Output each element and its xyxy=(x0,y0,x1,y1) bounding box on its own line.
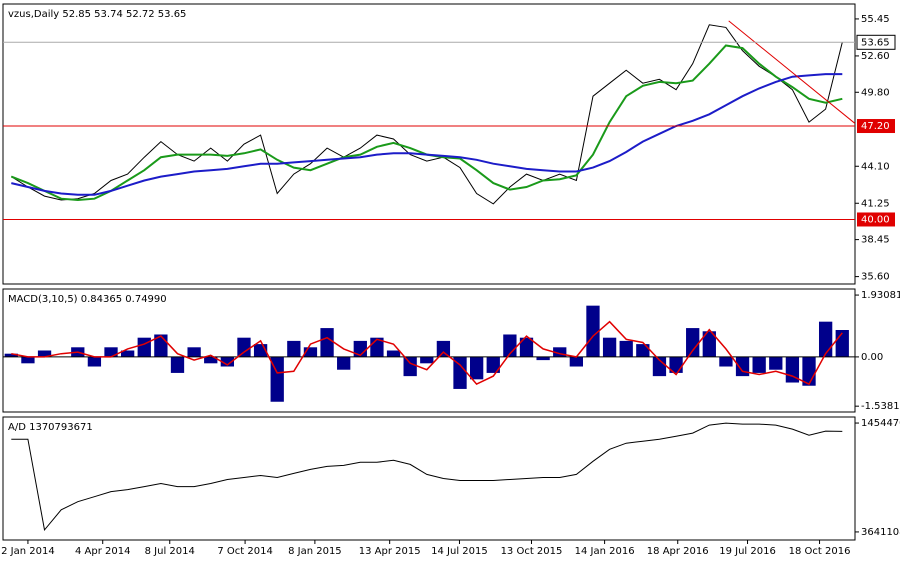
macd-bar xyxy=(403,356,417,377)
x-tick-label: 8 Jan 2015 xyxy=(288,546,342,557)
macd-bar xyxy=(337,356,351,370)
macd-bar xyxy=(686,328,700,357)
last-price-label: 53.65 xyxy=(861,37,890,48)
macd-bar xyxy=(486,356,500,373)
x-tick-label: 2 Jan 2014 xyxy=(1,546,55,557)
macd-bar xyxy=(503,334,517,357)
x-tick-label: 8 Jul 2014 xyxy=(145,546,195,557)
macd-bar xyxy=(602,337,617,357)
macd-bar xyxy=(4,353,18,357)
x-tick-label: 18 Apr 2016 xyxy=(647,546,709,557)
macd-bar xyxy=(769,356,783,370)
macd-bar xyxy=(21,356,35,364)
y-tick-label: 38.45 xyxy=(861,235,890,246)
macd-bar xyxy=(386,350,401,357)
macd-bar xyxy=(104,347,118,357)
macd-bar xyxy=(752,356,766,373)
macd-bar xyxy=(553,347,567,357)
level-label-box xyxy=(857,212,895,227)
level-label: 40.00 xyxy=(861,214,890,225)
macd-bar xyxy=(719,356,733,367)
panel-frame xyxy=(2,3,856,285)
last-price-box xyxy=(856,34,896,50)
signal-line xyxy=(11,320,843,386)
y-tick-label: 44.10 xyxy=(861,161,890,172)
macd-bar xyxy=(120,350,135,357)
x-tick-label: 14 Jan 2016 xyxy=(575,546,635,557)
panel-title: MACD(3,10,5) 0.84365 0.74990 xyxy=(8,294,167,305)
ma-line xyxy=(11,73,843,196)
trend-line xyxy=(728,20,856,124)
macd-bar xyxy=(536,356,550,361)
macd-bar xyxy=(287,340,301,357)
y-tick-label: 52.60 xyxy=(861,51,890,62)
level-label: 47.20 xyxy=(861,121,890,132)
y-tick-label: 0.00 xyxy=(861,352,883,363)
x-tick-label: 7 Oct 2014 xyxy=(217,546,272,557)
macd-bar xyxy=(187,347,201,357)
macd-bar xyxy=(469,356,484,380)
panel-title: vzus,Daily 52.85 53.74 52.72 53.65 xyxy=(8,9,186,20)
x-tick-label: 4 Apr 2014 xyxy=(75,546,130,557)
macd-bar xyxy=(569,356,584,367)
y-tick-label: 55.45 xyxy=(861,14,890,25)
x-tick-label: 18 Oct 2016 xyxy=(789,546,851,557)
level-label-box xyxy=(857,119,895,134)
macd-bar xyxy=(204,356,218,364)
y-tick-label: -1.53816 xyxy=(861,401,900,412)
x-tick-label: 14 Jul 2015 xyxy=(431,546,488,557)
macd-bar xyxy=(586,305,600,357)
y-tick-label: 49.80 xyxy=(861,87,890,98)
macd-bar xyxy=(652,356,667,377)
y-tick-label: 35.60 xyxy=(861,272,890,283)
panel-frame xyxy=(2,288,856,413)
x-tick-label: 13 Oct 2015 xyxy=(501,546,563,557)
y-tick-label: 1.93081 xyxy=(861,290,900,301)
price-line xyxy=(11,422,843,532)
macd-bar xyxy=(170,356,185,373)
macd-bar xyxy=(436,340,451,357)
panel-title: A/D 1370793671 xyxy=(8,422,93,433)
macd-bar xyxy=(137,337,151,357)
x-tick-label: 19 Jul 2016 xyxy=(719,546,776,557)
y-tick-label: 1454470 xyxy=(861,418,900,429)
y-tick-label: 41.25 xyxy=(861,198,890,209)
macd-bar xyxy=(735,356,750,377)
macd-bar xyxy=(87,356,102,367)
macd-bar xyxy=(320,328,334,357)
macd-bar xyxy=(237,337,251,357)
macd-bar xyxy=(303,347,318,357)
panel-frame xyxy=(2,416,856,541)
macd-bar xyxy=(519,337,534,357)
macd-bar xyxy=(818,321,833,357)
x-tick-label: 13 Apr 2015 xyxy=(359,546,421,557)
macd-bar xyxy=(220,356,235,367)
price-line xyxy=(11,24,843,205)
macd-bar xyxy=(37,350,52,357)
macd-bar xyxy=(619,340,633,357)
macd-bar xyxy=(785,356,800,383)
macd-bar xyxy=(702,331,716,357)
macd-bar xyxy=(453,356,467,389)
y-tick-label: 3641108 xyxy=(861,527,900,538)
macd-bar xyxy=(636,344,650,357)
macd-bar xyxy=(420,356,434,364)
